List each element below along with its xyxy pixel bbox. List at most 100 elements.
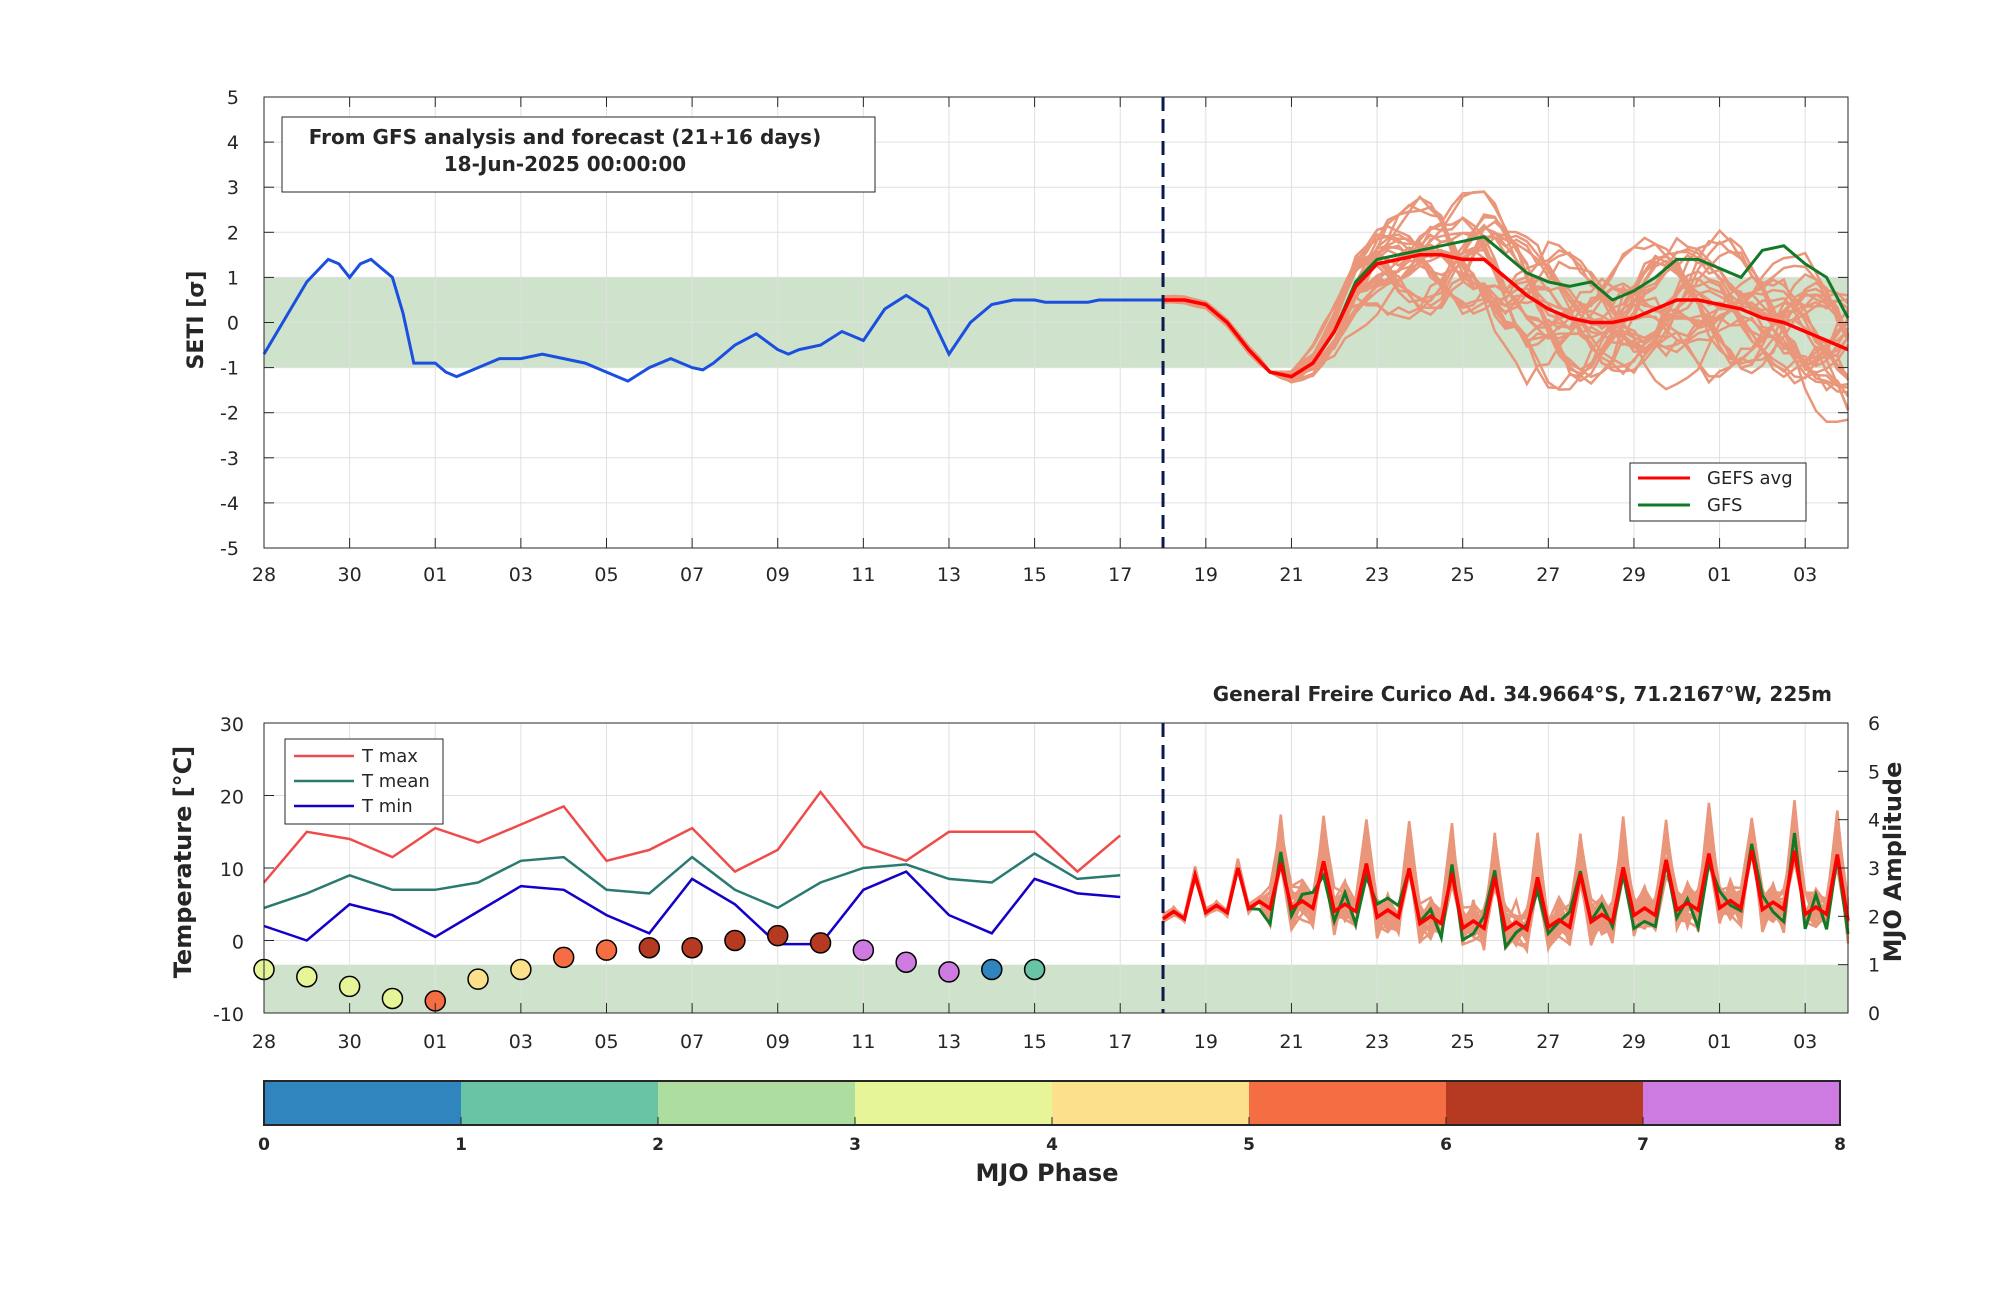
info-box-line1: From GFS analysis and forecast (21+16 da… — [309, 125, 821, 149]
mjo-phase-points — [253, 924, 1046, 1012]
x-tick-label: 05 — [594, 564, 618, 586]
colorbar-segment — [658, 1081, 856, 1125]
y2-tick-label: 3 — [1868, 858, 1880, 880]
x-tick-label: 27 — [1536, 1031, 1560, 1053]
y-tick-label: -1 — [220, 358, 239, 380]
y-tick-label: 1 — [227, 267, 239, 289]
mjo-phase-point — [809, 932, 832, 954]
x-tick-label: 01 — [423, 1031, 447, 1053]
x-tick-label: 28 — [252, 564, 276, 586]
mjo-amplitude-axis-label: MJO Amplitude — [1879, 762, 1907, 963]
x-tick-label: 21 — [1279, 1031, 1303, 1053]
station-title: General Freire Curico Ad. 34.9664°S, 71.… — [1213, 682, 1832, 706]
colorbar-segment — [264, 1081, 462, 1125]
x-tick-label: 13 — [937, 564, 961, 586]
x-tick-label: 01 — [1707, 564, 1731, 586]
seti-legend: GEFS avg GFS — [1629, 462, 1807, 522]
colorbar-segment — [1446, 1081, 1644, 1125]
y-tick-label: -4 — [220, 493, 239, 515]
x-tick-label: 07 — [680, 564, 704, 586]
mjo-phase-point — [638, 937, 661, 959]
y-tick-label: -10 — [213, 1004, 244, 1026]
mjo-phase-point — [595, 939, 618, 961]
legend-t-max: T max — [361, 746, 418, 767]
colorbar-tick-label: 1 — [455, 1135, 467, 1155]
y2-tick-label: 4 — [1868, 810, 1880, 832]
mjo-phase-colorbar: 0 1 2 3 4 5 6 7 8 — [258, 1080, 1846, 1155]
x-tick-label: 11 — [851, 564, 875, 586]
x-tick-label: 21 — [1279, 564, 1303, 586]
legend-t-min: T min — [361, 796, 413, 817]
mjo-phase-point — [981, 958, 1003, 981]
x-tick-label: 19 — [1194, 564, 1218, 586]
mjo-phase-point — [338, 975, 361, 998]
t-mean-line — [263, 852, 1121, 910]
x-tick-label: 01 — [423, 564, 447, 586]
colorbar-tick-label: 0 — [258, 1135, 270, 1155]
y2-tick-label: 5 — [1868, 761, 1880, 783]
mjo-phase-point — [510, 958, 532, 981]
y2-tick-label: 6 — [1868, 713, 1880, 735]
temperature-y-axis-label: Temperature [°C] — [169, 746, 197, 979]
colorbar-tick-label: 4 — [1046, 1135, 1058, 1155]
colorbar-tick-label: 7 — [1637, 1135, 1649, 1155]
x-tick-label: 25 — [1451, 1031, 1475, 1053]
mjo-phase-point — [467, 968, 489, 990]
y-tick-label: -2 — [220, 403, 239, 425]
legend-t-mean: T mean — [361, 771, 430, 792]
x-tick-label: 25 — [1451, 564, 1475, 586]
x-tick-label: 13 — [937, 1031, 961, 1053]
colorbar-tick-label: 3 — [849, 1135, 861, 1155]
y-tick-label: 20 — [220, 787, 244, 809]
mjo-phase-point — [724, 929, 746, 952]
colorbar-segment — [1643, 1081, 1841, 1125]
x-tick-label: 03 — [509, 564, 533, 586]
x-tick-label: 03 — [509, 1031, 533, 1053]
y2-tick-label: 1 — [1868, 955, 1880, 977]
x-tick-label: 29 — [1622, 1031, 1646, 1053]
x-tick-label: 15 — [1023, 564, 1047, 586]
y2-tick-label: 2 — [1868, 906, 1880, 928]
mjo-phase-point — [296, 966, 318, 988]
seti-info-box: From GFS analysis and forecast (21+16 da… — [281, 116, 876, 193]
colorbar-segment — [1052, 1081, 1250, 1125]
x-tick-label: 07 — [680, 1031, 704, 1053]
mjo-phase-point — [552, 946, 575, 969]
mjo-phase-point — [381, 987, 404, 1010]
x-tick-label: 09 — [766, 1031, 790, 1053]
x-tick-label: 19 — [1194, 1031, 1218, 1053]
y-tick-label: -3 — [220, 448, 239, 470]
seti-y-axis-label: SETI [σ] — [184, 271, 209, 370]
x-tick-label: 17 — [1108, 564, 1132, 586]
y-tick-label: 3 — [227, 177, 239, 199]
mjo-amplitude-band — [264, 964, 1848, 1013]
colorbar-tick-label: 8 — [1834, 1135, 1846, 1155]
x-tick-label: 09 — [766, 564, 790, 586]
x-tick-label: 29 — [1622, 564, 1646, 586]
x-tick-label: 28 — [252, 1031, 276, 1053]
x-tick-label: 03 — [1793, 564, 1817, 586]
y-tick-label: 2 — [227, 222, 239, 244]
x-tick-label: 30 — [338, 1031, 362, 1053]
x-tick-label: 05 — [594, 1031, 618, 1053]
mjo-phase-point — [852, 939, 875, 961]
y2-tick-label: 0 — [1868, 1003, 1880, 1025]
y-tick-label: -5 — [220, 538, 239, 560]
colorbar-segment — [461, 1081, 659, 1125]
y-tick-label: 5 — [227, 87, 239, 109]
mjo-phase-point — [681, 937, 703, 959]
legend-gfs: GFS — [1707, 495, 1742, 516]
colorbar-tick-label: 2 — [652, 1135, 664, 1155]
y-tick-label: 4 — [227, 132, 239, 154]
colorbar-tick-label: 5 — [1243, 1135, 1255, 1155]
seti-gefs-avg-line — [1163, 253, 1849, 379]
x-tick-label: 27 — [1536, 564, 1560, 586]
seti-analysis-line — [262, 257, 1163, 383]
colorbar-segment — [855, 1081, 1053, 1125]
x-tick-label: 15 — [1023, 1031, 1047, 1053]
x-tick-label: 03 — [1793, 1031, 1817, 1053]
y-tick-label: 30 — [220, 714, 244, 736]
colorbar-segment — [1249, 1081, 1447, 1125]
